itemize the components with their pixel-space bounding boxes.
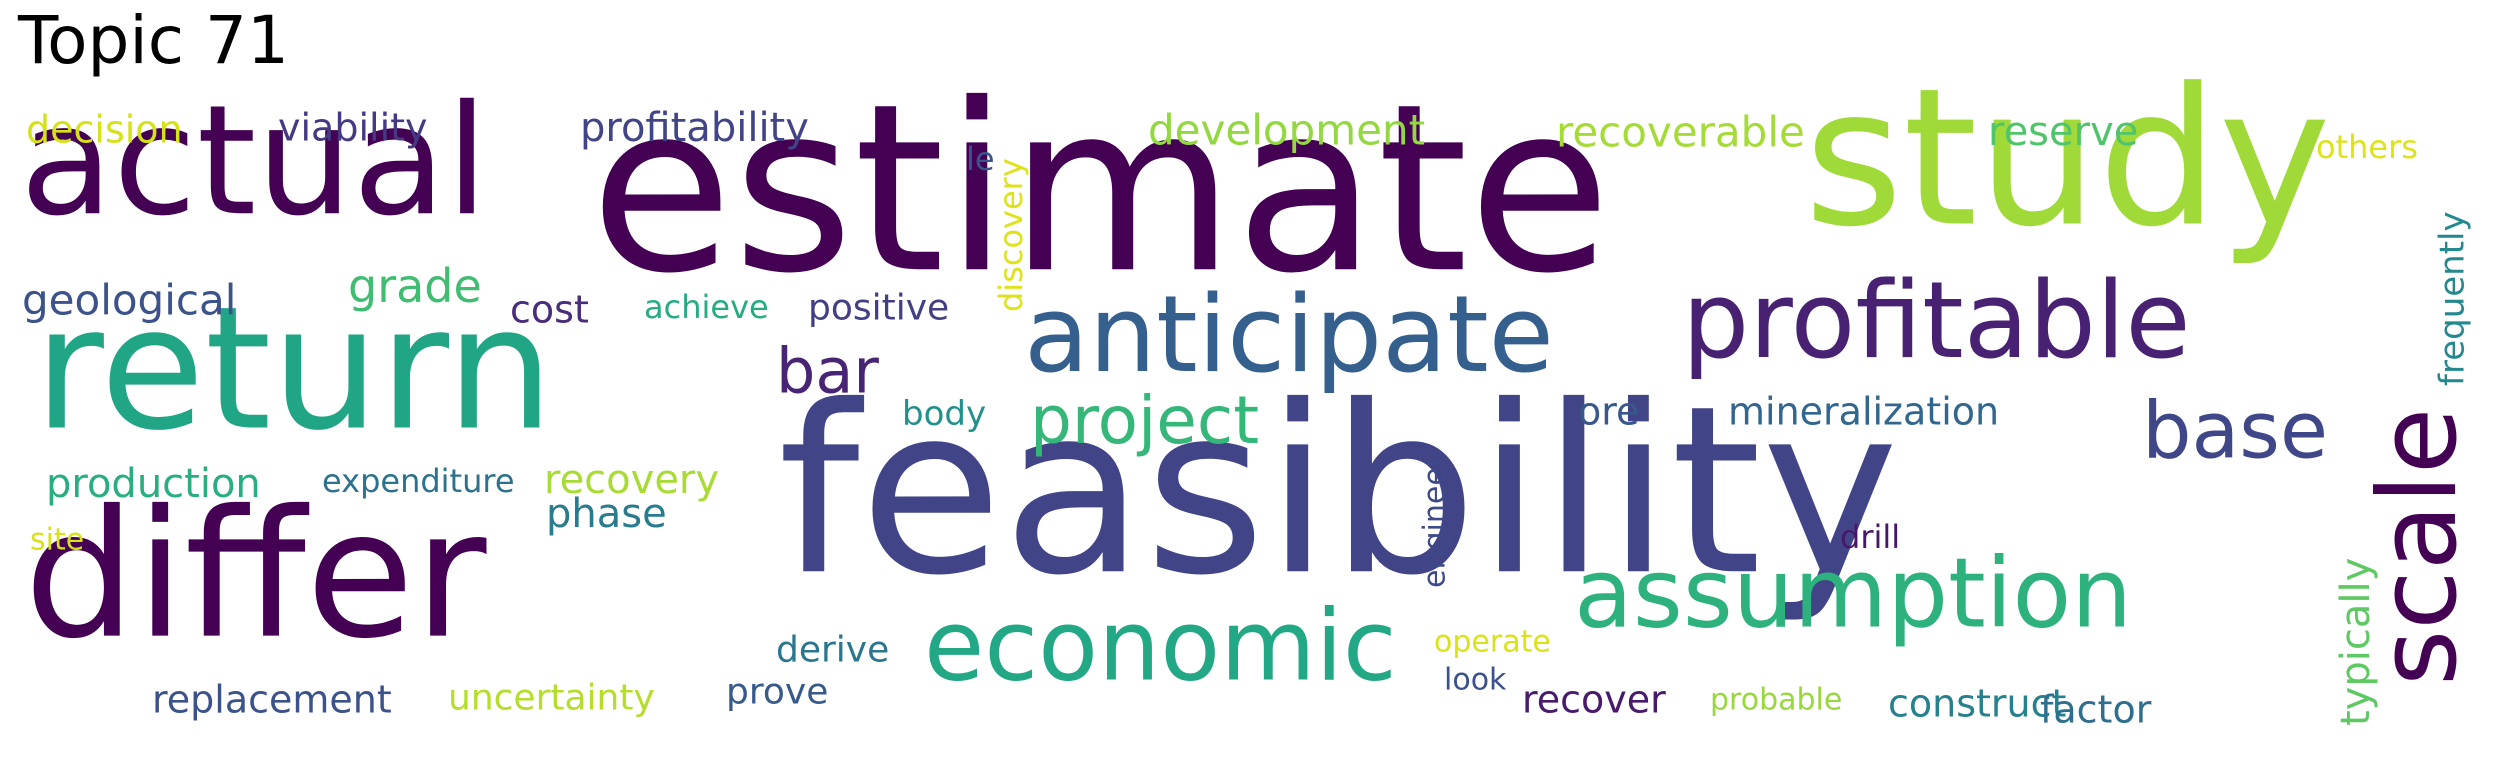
cloud-word-site: site [30, 522, 85, 558]
cloud-word-operate: operate [1434, 624, 1551, 660]
cloud-word-expenditure: expenditure [322, 462, 515, 501]
cloud-word-development: development [1148, 105, 1426, 155]
cloud-word-mineralization: mineralization [1728, 389, 2000, 434]
cloud-word-frequently: frequently [2432, 211, 2473, 386]
cloud-word-bar: bar [776, 334, 879, 408]
cloud-word-look: look [1444, 662, 1507, 698]
cloud-word-geological: geological [22, 275, 237, 325]
cloud-word-reserve: reserve [1988, 109, 2139, 155]
cloud-word-decision: decision [26, 107, 183, 152]
cloud-word-production: production [46, 461, 261, 507]
cloud-word-replacement: replacement [152, 677, 392, 722]
cloud-word-construct: construct [1888, 681, 2067, 726]
cloud-word-recover: recover [1522, 677, 1666, 722]
cloud-word-typically: typically [2333, 557, 2379, 726]
cloud-word-probable: probable [1710, 682, 1843, 718]
cloud-word-scale: scale [2356, 407, 2481, 686]
cloud-word-grade: grade [348, 259, 482, 314]
cloud-word-differ: differ [24, 472, 487, 678]
cloud-word-factor: factor [2040, 687, 2152, 732]
cloud-word-feasibility: feasibility [778, 356, 1899, 627]
cloud-word-achieve: achieve [644, 288, 769, 327]
cloud-word-uncertainty: uncertainty [448, 677, 655, 719]
cloud-word-viability: viability [278, 105, 428, 150]
cloud-word-estimate: estimate [590, 54, 1611, 325]
cloud-word-return: return [34, 270, 554, 469]
cloud-word-economic: economic [924, 589, 1397, 704]
cloud-word-le: le [966, 140, 995, 179]
cloud-word-others: others [2316, 128, 2418, 167]
figure-title: Topic 71 [18, 2, 289, 79]
cloud-word-drill: drill [1840, 518, 1901, 557]
cloud-word-actual: actual [20, 72, 489, 250]
cloud-word-engineer: engineer [1417, 454, 1453, 588]
cloud-word-anticipate: anticipate [1024, 273, 1554, 397]
cloud-word-base: base [2142, 386, 2328, 477]
cloud-word-study: study [1804, 47, 2331, 269]
cloud-word-recoverable: recoverable [1556, 107, 1805, 157]
cloud-word-cost: cost [510, 287, 589, 332]
cloud-word-profitability: profitability [580, 105, 809, 151]
cloud-word-positive: positive [808, 287, 950, 329]
cloud-word-assumption: assumption [1574, 537, 2133, 650]
cloud-word-phase: phase [546, 491, 667, 537]
cloud-word-recovery: recovery [544, 457, 720, 503]
cloud-word-derive: derive [776, 629, 890, 671]
cloud-word-profitable: profitable [1682, 259, 2191, 383]
cloud-word-ore: ore [1578, 389, 1640, 434]
cloud-word-body: body [902, 393, 987, 434]
cloud-word-project: project [1030, 382, 1260, 460]
cloud-word-prove: prove [726, 671, 829, 713]
cloud-word-discovery: discovery [992, 158, 1030, 312]
